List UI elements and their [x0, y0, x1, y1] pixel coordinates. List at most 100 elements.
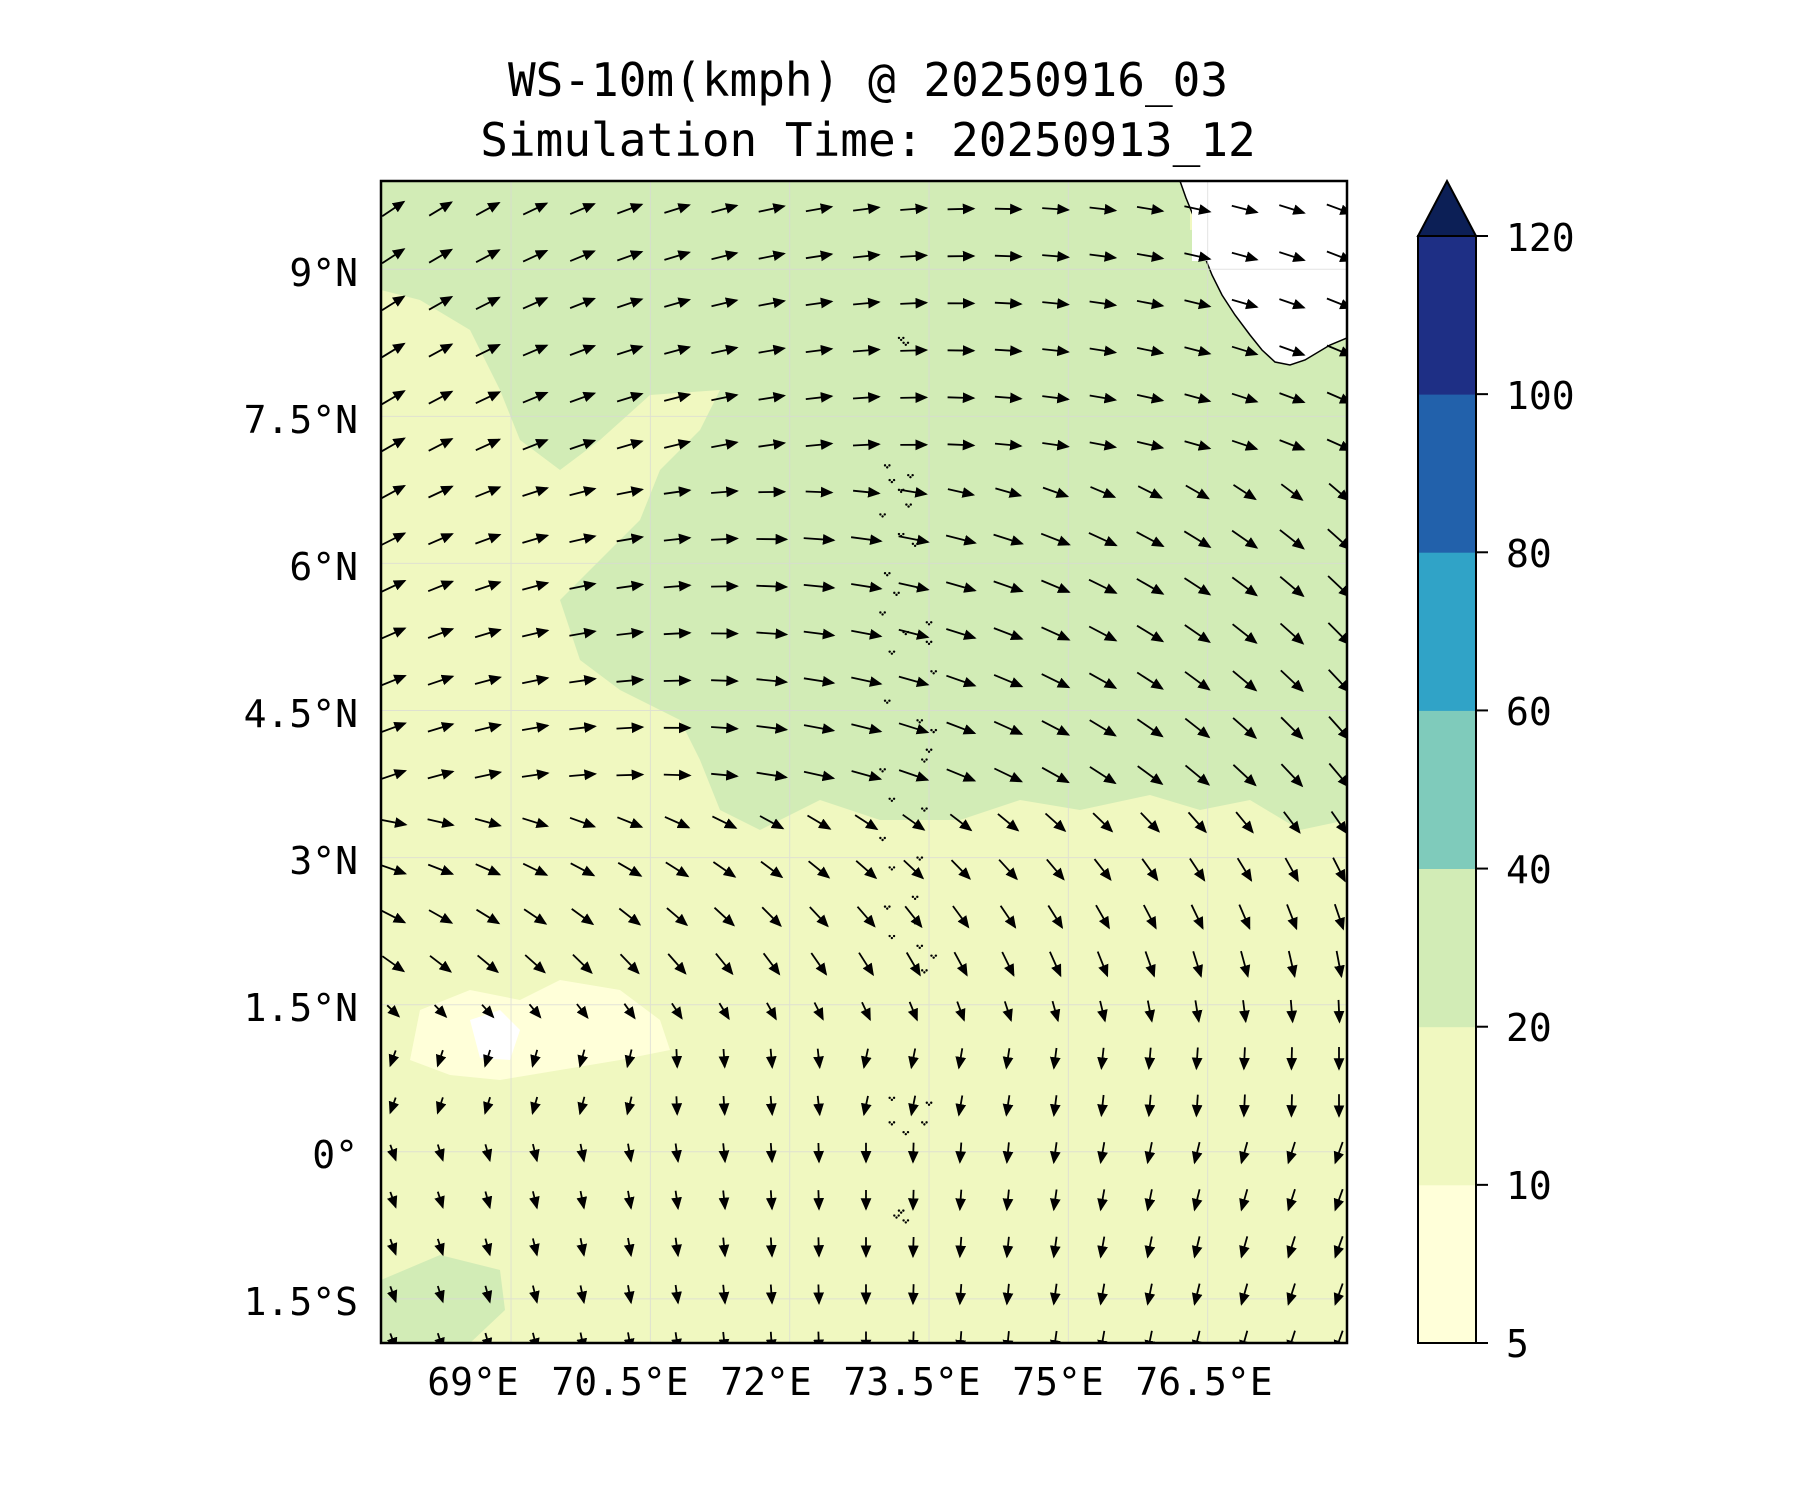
wind-arrow: [522, 533, 550, 544]
atoll-dot: [927, 1103, 931, 1106]
wind-arrow: [1137, 765, 1164, 785]
atoll-dot: [893, 591, 896, 595]
wind-arrow: [1326, 344, 1347, 357]
wind-arrow: [1046, 858, 1065, 881]
wind-arrow: [718, 1284, 730, 1305]
wind-arrow: [994, 767, 1024, 783]
wind-arrow: [1136, 671, 1164, 690]
wind-arrow: [1140, 812, 1161, 833]
wind-arrow: [765, 1237, 777, 1258]
wind-arrow: [1328, 716, 1347, 741]
wind-arrow: [576, 1285, 588, 1305]
wind-arrow: [853, 486, 881, 498]
wind-arrow: [718, 1331, 730, 1343]
wind-arrow: [1239, 1188, 1250, 1212]
wind-arrow: [1184, 717, 1211, 739]
wind-arrow: [663, 769, 692, 781]
wind-arrow: [1191, 1000, 1203, 1023]
wind-arrow: [474, 817, 502, 828]
atoll-dot: [930, 728, 933, 732]
wind-arrow: [946, 674, 977, 688]
wind-arrow: [474, 722, 502, 733]
wind-arrow: [381, 295, 406, 312]
wind-arrow: [1144, 1283, 1156, 1306]
wind-arrow: [1137, 485, 1164, 499]
wind-arrow: [994, 203, 1023, 215]
wind-arrow: [1002, 1331, 1014, 1343]
atoll-dot: [890, 1098, 894, 1102]
wind-arrow: [947, 487, 976, 498]
atoll-dot: [888, 699, 891, 702]
wind-arrow: [900, 297, 929, 309]
wind-arrow: [521, 769, 550, 781]
wind-arrow: [1049, 1236, 1061, 1259]
wind-arrow: [428, 485, 454, 499]
lon-label-73-5e: 73.5°E: [843, 1360, 980, 1404]
wind-arrow: [900, 487, 928, 498]
colorbar-segment: [1418, 236, 1476, 395]
wind-arrow: [1191, 1283, 1203, 1306]
atoll-dot: [883, 464, 887, 467]
wind-arrow: [813, 1048, 824, 1070]
wind-arrow: [1136, 531, 1165, 548]
atoll-dot: [920, 969, 924, 972]
wind-arrow: [481, 1144, 493, 1163]
wind-arrow: [993, 674, 1024, 688]
wind-arrow: [1326, 297, 1347, 310]
wind-arrow: [381, 627, 407, 640]
wind-arrow: [853, 250, 881, 262]
atoll-dot: [918, 946, 921, 950]
wind-arrow: [949, 813, 973, 832]
wind-arrow: [908, 1048, 919, 1070]
wind-arrow: [1097, 1142, 1108, 1165]
wind-arrow: [530, 1096, 541, 1116]
wind-arrow: [529, 1191, 540, 1210]
wind-arrow: [475, 533, 502, 545]
wind-arrow: [803, 628, 836, 640]
atoll-dot: [911, 895, 915, 899]
lat-label-1-5s: 1.5°S: [244, 1280, 358, 1324]
wind-arrow: [718, 1190, 730, 1211]
wind-arrow: [711, 769, 739, 781]
wind-arrow: [428, 201, 453, 217]
wind-arrow: [388, 1097, 400, 1115]
wind-arrow: [386, 1144, 398, 1162]
wind-arrow: [758, 439, 787, 450]
wind-arrow: [999, 905, 1017, 929]
wind-arrow: [953, 951, 968, 977]
atoll-dot: [888, 464, 891, 467]
wind-arrow: [663, 627, 692, 639]
wind-arrow: [624, 1049, 636, 1069]
wind-arrow: [758, 391, 786, 403]
wind-arrow: [671, 1284, 682, 1305]
wind-arrow: [855, 860, 878, 880]
atoll-dot: [904, 1221, 907, 1224]
wind-arrow: [1185, 484, 1210, 500]
wind-arrow: [805, 203, 834, 214]
wind-arrow: [952, 905, 970, 929]
wind-arrow: [1042, 250, 1070, 262]
wind-arrow: [805, 344, 834, 356]
wind-arrow: [663, 486, 692, 498]
atoll-dot: [923, 809, 926, 812]
wind-arrow: [1144, 1000, 1156, 1023]
map-frame: [379, 179, 1349, 1345]
wind-arrow: [434, 1191, 445, 1210]
wind-arrow: [955, 1236, 967, 1259]
wind-arrow: [1088, 625, 1118, 642]
wind-arrow: [1184, 764, 1211, 786]
atoll-dot: [902, 1219, 905, 1222]
wind-arrow: [803, 675, 836, 687]
wind-arrow: [1093, 858, 1112, 882]
wind-arrow: [428, 248, 454, 264]
wind-arrow: [813, 1331, 825, 1343]
wind-arrow: [1097, 1094, 1108, 1118]
wind-arrow: [711, 675, 739, 687]
wind-arrow: [1089, 251, 1118, 262]
atoll-dot: [925, 1101, 929, 1104]
wind-arrow: [623, 1143, 635, 1163]
lat-label-4-5n: 4.5°N: [244, 692, 358, 736]
wind-arrow: [718, 1143, 730, 1164]
wind-arrow: [381, 484, 406, 499]
wind-arrow: [521, 722, 550, 733]
